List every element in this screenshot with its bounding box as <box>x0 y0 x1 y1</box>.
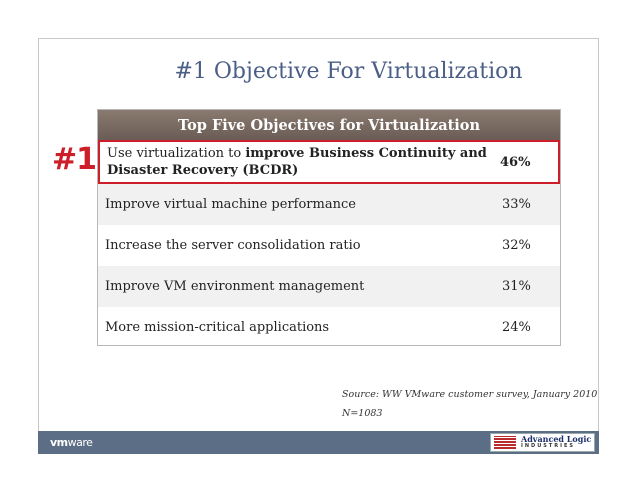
vmware-logo-vm: vm <box>50 436 68 449</box>
row-value: 24% <box>502 320 531 335</box>
row-label: Improve VM environment management <box>105 279 365 294</box>
rank-badge: #1 <box>52 142 97 177</box>
table-row: Use virtualization to improve Business C… <box>98 140 560 184</box>
row-value: 46% <box>500 154 531 170</box>
objectives-table: Top Five Objectives for Virtualization U… <box>97 109 561 346</box>
ali-logo-name: Advanced Logic <box>521 434 592 444</box>
table-row: More mission-critical applications 24% <box>98 307 560 348</box>
vmware-logo: vmware <box>50 436 93 449</box>
row-label: More mission-critical applications <box>105 320 330 335</box>
table-row: Improve VM environment management 31% <box>98 266 560 307</box>
row-value: 31% <box>502 279 531 294</box>
row-value: 32% <box>502 238 531 253</box>
footer-bar: vmware Advanced Logic INDUSTRIES <box>38 431 599 454</box>
row-label: Improve virtual machine performance <box>105 197 356 212</box>
vmware-logo-ware: ware <box>67 436 93 449</box>
row-label-plain: Use virtualization to <box>107 146 246 161</box>
row-label-bold: improve Business Continuity and Disaster… <box>107 146 487 178</box>
source-line: Source: WW VMware customer survey, Janua… <box>342 389 598 400</box>
slide-frame: #1 Objective For Virtualization Top Five… <box>38 38 599 454</box>
advanced-logic-logo: Advanced Logic INDUSTRIES <box>490 433 595 452</box>
table-row: Improve virtual machine performance 33% <box>98 184 560 225</box>
source-note: Source: WW VMware customer survey, Janua… <box>342 385 597 423</box>
sample-size: N=1083 <box>342 408 383 419</box>
table-header: Top Five Objectives for Virtualization <box>98 110 560 140</box>
ali-logo-sub: INDUSTRIES <box>521 443 575 449</box>
slide-title: #1 Objective For Virtualization <box>174 59 523 84</box>
ali-mark-icon <box>494 436 516 449</box>
table-row: Increase the server consolidation ratio … <box>98 225 560 266</box>
row-label: Use virtualization to improve Business C… <box>100 145 498 179</box>
row-label: Increase the server consolidation ratio <box>105 238 361 253</box>
row-value: 33% <box>502 197 531 212</box>
